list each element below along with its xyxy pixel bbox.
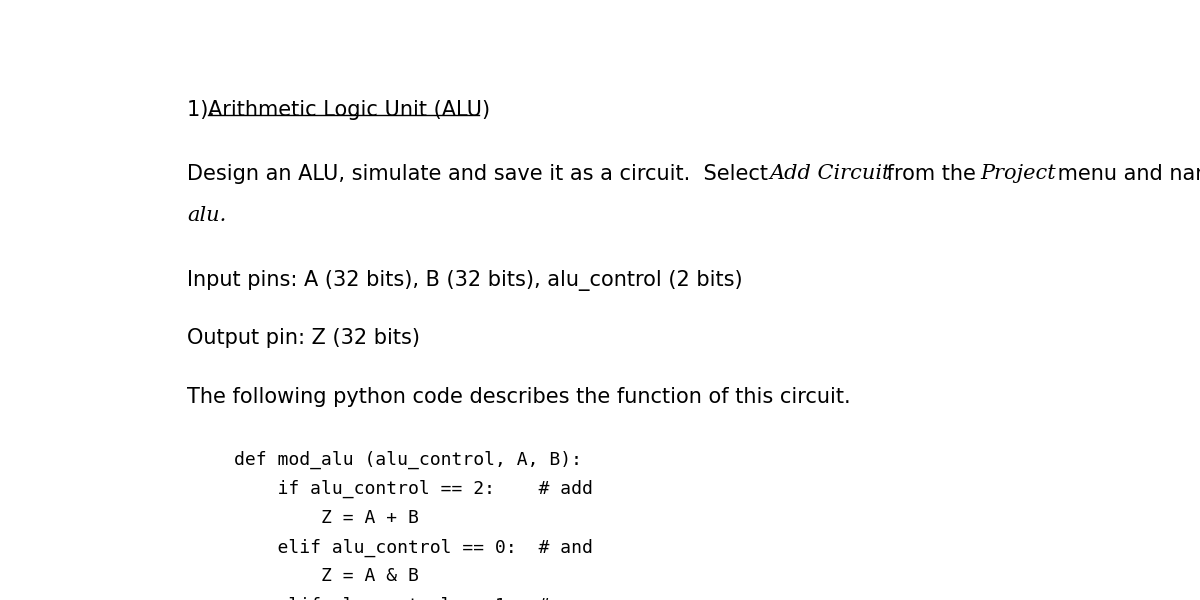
Text: elif alu_control == 0:  # and: elif alu_control == 0: # and xyxy=(234,538,593,557)
Text: The following python code describes the function of this circuit.: The following python code describes the … xyxy=(187,386,851,407)
Text: def mod_alu (alu_control, A, B):: def mod_alu (alu_control, A, B): xyxy=(234,451,582,469)
Text: Arithmetic Logic Unit (ALU): Arithmetic Logic Unit (ALU) xyxy=(208,100,490,120)
Text: elif alu_control == 1:  # or: elif alu_control == 1: # or xyxy=(234,596,582,600)
Text: Input pins: A (32 bits), B (32 bits), alu_control (2 bits): Input pins: A (32 bits), B (32 bits), al… xyxy=(187,270,743,291)
Text: if alu_control == 2:    # add: if alu_control == 2: # add xyxy=(234,480,593,499)
Text: Z = A + B: Z = A + B xyxy=(234,509,419,527)
Text: 1).: 1). xyxy=(187,100,222,120)
Text: alu.: alu. xyxy=(187,206,227,225)
Text: Output pin: Z (32 bits): Output pin: Z (32 bits) xyxy=(187,328,420,349)
Text: Design an ALU, simulate and save it as a circuit.  Select: Design an ALU, simulate and save it as a… xyxy=(187,164,775,184)
Text: from the: from the xyxy=(881,164,983,184)
Text: Z = A & B: Z = A & B xyxy=(234,568,419,586)
Text: Add Circuit: Add Circuit xyxy=(769,164,892,183)
Text: Project: Project xyxy=(980,164,1056,183)
Text: menu and name it: menu and name it xyxy=(1051,164,1200,184)
